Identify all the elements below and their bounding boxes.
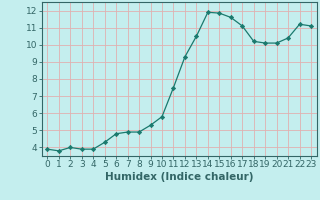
X-axis label: Humidex (Indice chaleur): Humidex (Indice chaleur): [105, 172, 253, 182]
